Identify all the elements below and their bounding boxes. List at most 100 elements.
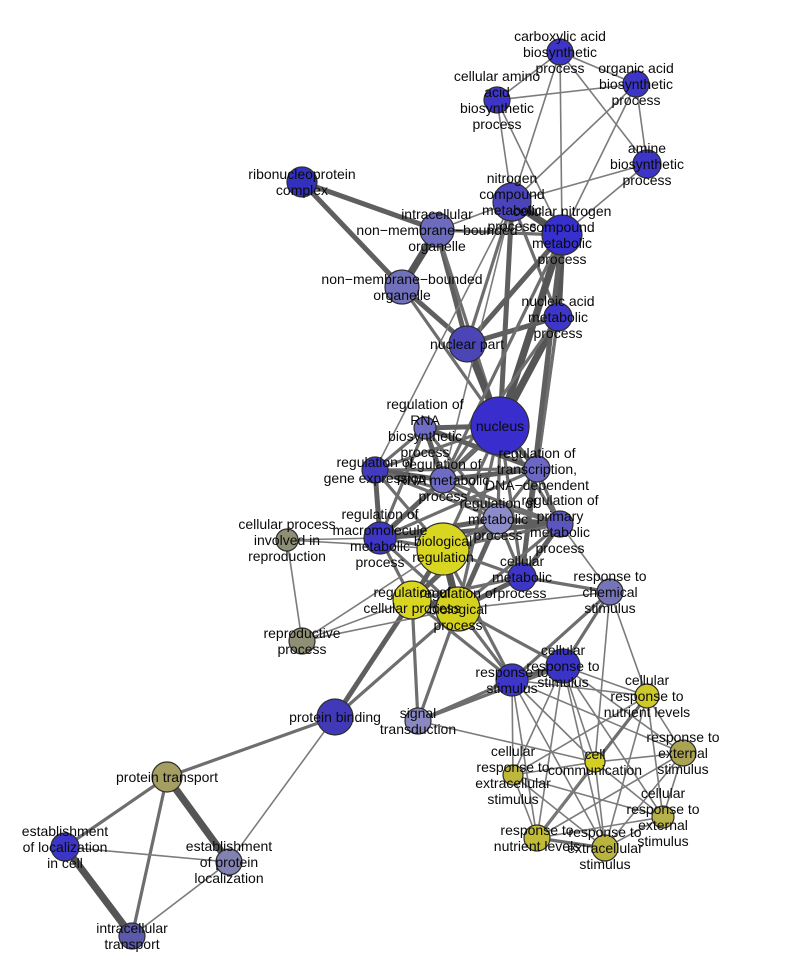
node-n37[interactable] (651, 805, 675, 829)
edge-n38-n41 (130, 776, 169, 937)
node-n17[interactable] (363, 521, 397, 555)
edge-n33-n35 (536, 761, 596, 839)
node-n13[interactable] (413, 416, 437, 440)
edge-n7-n9 (300, 180, 404, 289)
edge-n32-n35 (536, 752, 684, 839)
edge-n40-n41 (131, 861, 230, 937)
node-n34[interactable] (502, 764, 524, 786)
edge-n24-n25 (510, 590, 612, 682)
edge-n34-n36 (512, 774, 606, 849)
edge-n22-n25 (411, 598, 513, 682)
edge-n31-n36 (604, 695, 648, 849)
edge-n25-n36 (511, 679, 606, 849)
edge-n33-n37 (594, 761, 664, 818)
node-n35[interactable] (523, 824, 551, 852)
edge-n25-n32 (511, 679, 684, 754)
edge-n32-n33 (594, 752, 684, 763)
edge-n3-n6 (561, 83, 637, 236)
node-n16[interactable] (361, 456, 389, 484)
edge-n29-n40 (228, 716, 336, 863)
node-n36[interactable] (591, 834, 619, 862)
node-n27[interactable] (275, 528, 299, 552)
edge-n1-n6 (559, 51, 563, 236)
edge-n6-n12 (496, 233, 566, 428)
node-n5[interactable] (492, 182, 532, 222)
edge-n1-n5 (511, 51, 561, 203)
edge-n35-n37 (536, 816, 664, 839)
edge-n34-n37 (512, 774, 664, 818)
edge-n5-n16 (374, 201, 513, 471)
edge-n28-n23 (301, 608, 459, 642)
node-n14[interactable] (523, 455, 551, 483)
node-n33[interactable] (584, 751, 606, 773)
node-n3[interactable] (622, 70, 650, 98)
edge-n7-n8 (301, 179, 438, 233)
node-n2[interactable] (483, 86, 511, 114)
edge-n8-n6 (436, 228, 563, 237)
edge-n32-n36 (604, 752, 684, 849)
node-n6[interactable] (541, 214, 583, 256)
node-n26[interactable] (545, 648, 581, 684)
edge-n1-n3 (559, 51, 637, 85)
edge-n33-n34 (512, 761, 596, 776)
edge-n24-n19 (559, 523, 611, 593)
edge-n25-n31 (511, 679, 648, 697)
node-n19[interactable] (546, 510, 574, 538)
node-n20[interactable] (416, 522, 470, 576)
edge-n5-n10 (510, 201, 560, 318)
node-n8[interactable] (419, 212, 455, 248)
node-n32[interactable] (669, 739, 697, 767)
edge-n25-n33 (511, 679, 596, 763)
node-n38[interactable] (151, 761, 183, 793)
node-n22[interactable] (392, 580, 432, 620)
edge-n12-n23 (456, 425, 502, 610)
node-n4[interactable] (632, 149, 662, 179)
edge-n27-n28 (286, 539, 303, 642)
edge-n38-n40 (164, 774, 232, 865)
node-n7[interactable] (286, 166, 318, 198)
node-n29[interactable] (316, 698, 354, 736)
node-n12[interactable] (470, 396, 530, 456)
node-n21[interactable] (507, 562, 537, 592)
node-n15[interactable] (429, 466, 457, 494)
node-n11[interactable] (448, 325, 486, 363)
node-n10[interactable] (543, 302, 573, 332)
node-n28[interactable] (288, 627, 316, 655)
edge-n31-n34 (512, 695, 648, 776)
edge-n22-n30 (410, 599, 420, 722)
node-n1[interactable] (546, 38, 574, 66)
node-n18[interactable] (482, 503, 514, 535)
edge-n26-n34 (512, 665, 564, 776)
edge-n26-n30 (417, 664, 564, 723)
edge-n33-n36 (594, 761, 606, 849)
edge-n26-n36 (562, 665, 606, 849)
node-n41[interactable] (118, 922, 146, 950)
edge-n39-n40 (64, 846, 230, 863)
node-n25[interactable] (495, 663, 529, 697)
edge-n16-n18 (374, 468, 499, 521)
edge-n22-n29 (332, 598, 415, 719)
edge-n24-n33 (594, 591, 611, 763)
node-n24[interactable] (596, 578, 624, 606)
edge-n24-n23 (457, 591, 611, 610)
node-n39[interactable] (50, 832, 80, 862)
edge-n24-n31 (609, 591, 648, 697)
node-n31[interactable] (634, 683, 660, 709)
node-n40[interactable] (215, 848, 243, 876)
node-n30[interactable] (404, 707, 432, 735)
node-n23[interactable] (435, 586, 481, 632)
edge-n17-n19 (379, 521, 561, 541)
edge-n13-n17 (378, 427, 427, 539)
edge-n14-n16 (374, 467, 538, 472)
edge-n29-n38 (166, 715, 336, 779)
node-n9[interactable] (384, 269, 420, 305)
edge-n5-n12 (497, 201, 515, 427)
edge-n3-n5 (511, 83, 637, 203)
edge-n6-n11 (465, 233, 564, 346)
edge-n28-n20 (301, 548, 444, 642)
edge-n23-n29 (333, 607, 460, 719)
edge-n38-n39 (64, 775, 168, 849)
edge-n39-n41 (62, 844, 135, 939)
